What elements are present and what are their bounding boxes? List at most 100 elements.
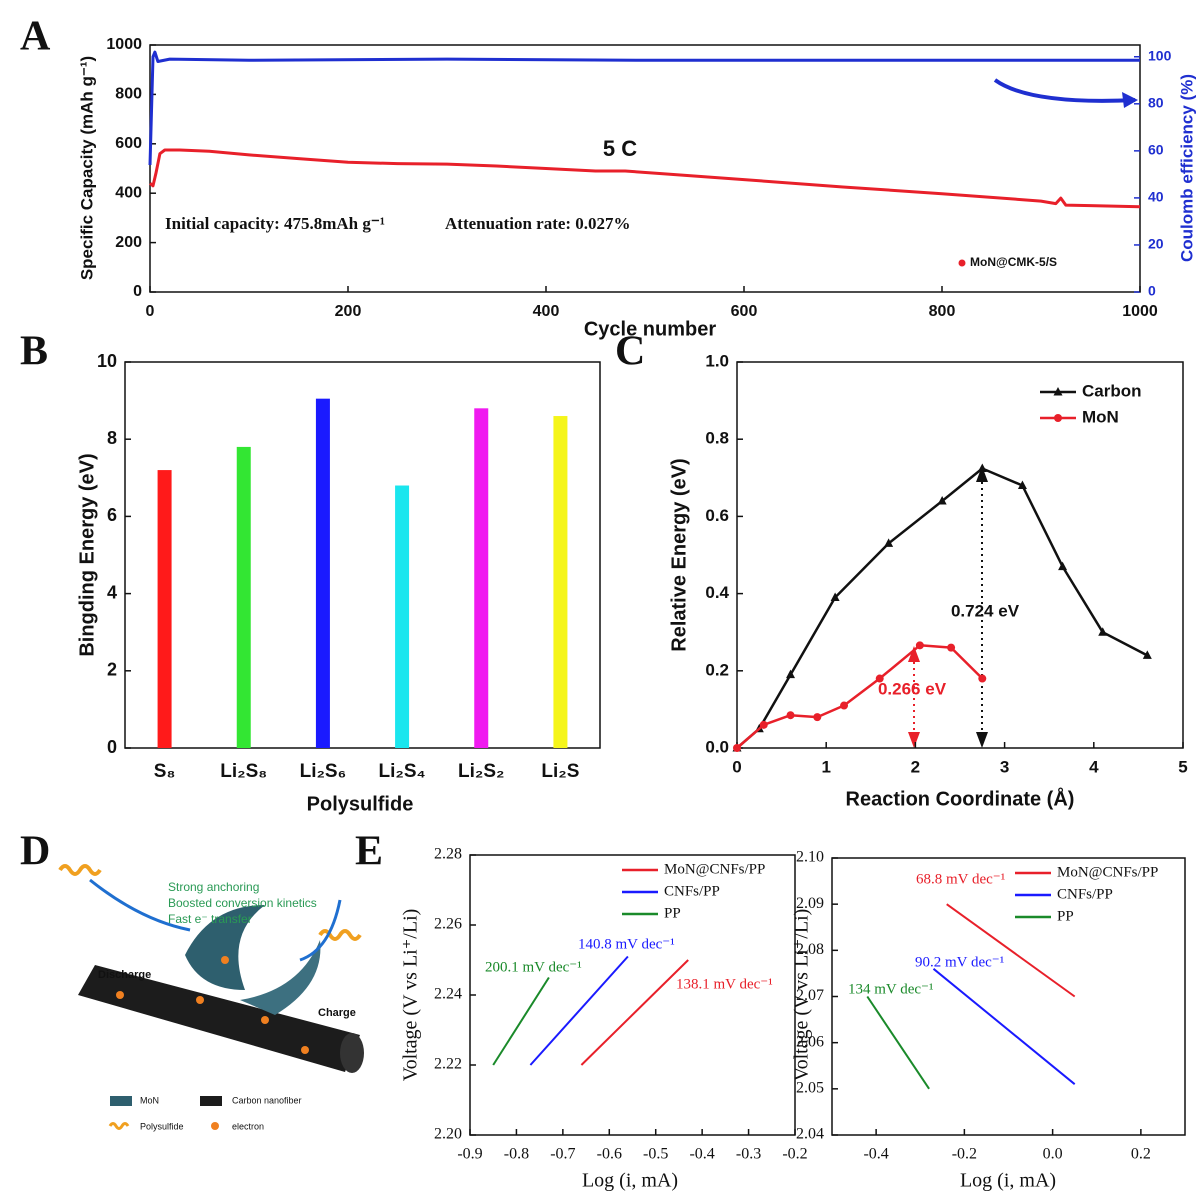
marker: [937, 495, 947, 505]
y-tick-label: 2.10: [796, 849, 824, 866]
x-tick-label: S₈: [154, 761, 176, 782]
marker: [947, 643, 956, 652]
x-tick-label: 4: [1089, 757, 1099, 776]
arrow: [89, 878, 191, 932]
arrow: [993, 78, 1136, 103]
arrow-head: [908, 646, 920, 662]
legend-label: MoN@CNFs/PP: [664, 861, 765, 877]
arrow-head: [976, 466, 988, 482]
y-tick-label: 2: [107, 660, 117, 680]
bar: [236, 446, 251, 748]
carbon-nanofiber: [78, 965, 360, 1072]
series-line: [580, 959, 689, 1066]
x-axis-label: Log (i, mA): [582, 1170, 678, 1192]
y-tick-label: 0.8: [705, 429, 729, 448]
marker: [1098, 627, 1108, 636]
x-tick-label: 600: [731, 303, 758, 320]
marker: [786, 711, 795, 720]
x-tick-label: 0.2: [1131, 1146, 1151, 1163]
x-tick-label: 400: [533, 303, 560, 320]
x-tick-label: -0.8: [504, 1146, 529, 1163]
electron: [301, 1046, 309, 1054]
x-tick-label: 1000: [1122, 303, 1158, 320]
charge-label: Charge: [318, 1007, 356, 1019]
y-tick-label: 1.0: [705, 351, 729, 370]
y-axis-label: Specific Capacity (mAh g⁻¹): [77, 56, 96, 280]
note: Boosted conversion kinetics: [168, 896, 317, 910]
plot-frame: [736, 361, 1184, 749]
x-tick-label: 0.0: [1043, 1146, 1063, 1163]
diagram-d: D Strong anchoring Boosted conversion ki…: [20, 829, 364, 1131]
y-tick-label: 400: [115, 184, 142, 201]
x-tick-label: 1: [821, 757, 830, 776]
y-tick-label: 2.26: [434, 916, 462, 933]
marker: [875, 674, 884, 683]
legend-marker: [958, 259, 966, 267]
y-tick-label: 0: [133, 283, 142, 300]
y-tick-label: 2.24: [434, 986, 462, 1003]
marker: [915, 641, 924, 650]
chart: E 2.20 2.22 2.24 2.26 2.28 -0.9 -0.8 -0.7 -0.6 -0.…: [355, 829, 808, 1192]
electron: [196, 996, 204, 1004]
legend-label: Carbon: [1082, 381, 1142, 400]
marker: [884, 538, 894, 547]
legend-swatch: [110, 1096, 132, 1106]
x-tick-label: Li₂S₂: [458, 761, 504, 782]
annotation: Attenuation rate: 0.027%: [445, 214, 631, 233]
legend-swatch: [108, 1122, 130, 1130]
legend-label: electron: [232, 1121, 264, 1131]
y-axis-label: Relative Energy (eV): [668, 458, 690, 651]
bar: [157, 470, 172, 748]
x-tick-label: 5: [1178, 757, 1187, 776]
marker: [1017, 480, 1027, 490]
electron: [261, 1016, 269, 1024]
annotation: 5 C: [603, 136, 637, 161]
annotation: 0.724 eV: [951, 601, 1020, 620]
y-tick-label: 2.04: [796, 1126, 824, 1143]
marker: [978, 674, 987, 683]
panel-label: E: [355, 829, 383, 875]
series-line: [148, 50, 1140, 166]
x-tick-label: 0: [732, 757, 741, 776]
x-tick-label: 200: [335, 303, 362, 320]
legend-marker: [1053, 387, 1063, 396]
x-tick-label: -0.3: [736, 1146, 761, 1163]
x-axis-label: Log (i, mA): [960, 1170, 1056, 1192]
legend-marker: [1054, 414, 1062, 422]
legend-label: Polysulfide: [140, 1121, 184, 1131]
y-tick-label: 10: [97, 351, 117, 371]
legend-label: CNFs/PP: [664, 883, 720, 899]
y-tick-label: 600: [115, 135, 142, 152]
x-axis-label: Cycle number: [584, 318, 716, 340]
x-tick-label: -0.2: [782, 1146, 807, 1163]
electron: [221, 956, 229, 964]
y2-tick-label: 100: [1148, 47, 1172, 63]
legend-label: PP: [664, 905, 681, 921]
series-line: [492, 976, 550, 1066]
y2-tick-label: 60: [1148, 142, 1164, 158]
chart: 2.04 2.05 2.06 2.07 2.08 2.09 2.10 -0.4 -0.2 0.0 0…: [791, 849, 1186, 1192]
x-tick-label: Li₂S: [541, 761, 579, 782]
panel-label: C: [615, 329, 645, 375]
y2-tick-label: 20: [1148, 236, 1164, 252]
electron: [116, 991, 124, 999]
legend-swatch: [211, 1122, 219, 1130]
y2-tick-label: 80: [1148, 95, 1164, 111]
bar: [395, 485, 410, 748]
panel-label: D: [20, 829, 50, 875]
discharge-label: Discharge: [98, 969, 151, 981]
y-tick-label: 2.07: [796, 987, 824, 1004]
bar: [474, 408, 489, 748]
plot-frame: [149, 44, 1141, 293]
y-axis-label: Voltage (V vs Li⁺/Li): [400, 909, 422, 1082]
arrow-head: [908, 732, 920, 748]
legend-label: MoN@CMK-5/S: [970, 255, 1057, 269]
x-tick-label: -0.6: [597, 1146, 622, 1163]
x-tick-label: -0.4: [689, 1146, 714, 1163]
y-tick-label: 0.6: [705, 506, 729, 525]
bar: [553, 416, 568, 748]
note: Fast e⁻ transfer: [168, 912, 252, 926]
legend-label: MoN: [1082, 407, 1119, 426]
y2-tick-label: 0: [1148, 283, 1156, 299]
